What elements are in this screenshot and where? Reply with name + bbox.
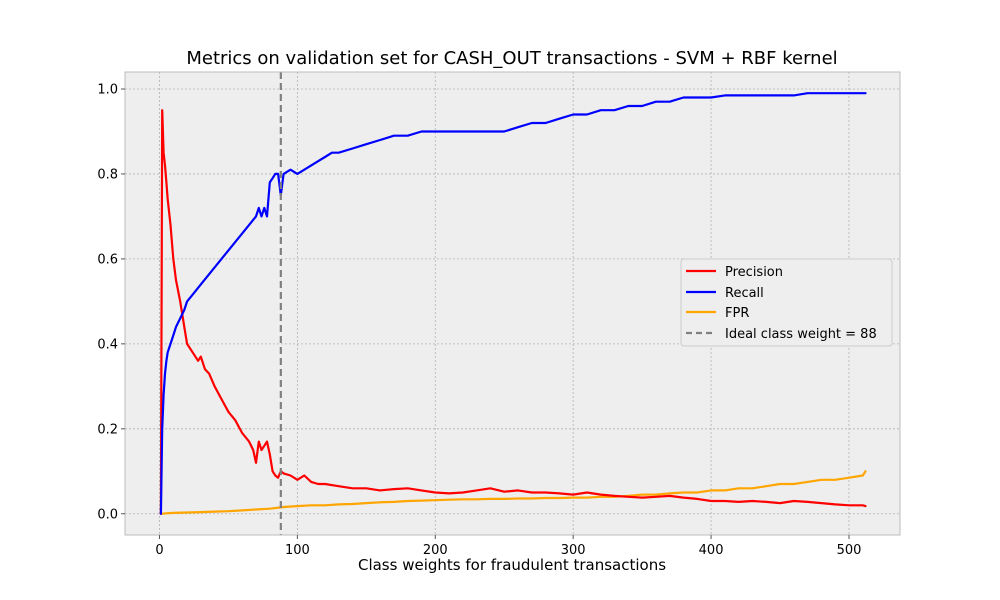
x-axis-ticks: 0 100 200 300 400 500 (155, 535, 861, 558)
legend-box (680, 258, 893, 347)
y-tick-label: 0.4 (97, 337, 118, 352)
series-fpr-line (159, 470, 867, 515)
chart-title: Metrics on validation set for CASH_OUT t… (186, 48, 837, 69)
x-axis-label: Class weights for fraudulent transaction… (358, 556, 666, 574)
x-tick-label: 100 (285, 543, 310, 558)
legend-label-fpr: FPR (725, 306, 749, 321)
y-tick-label: 0.6 (97, 252, 118, 267)
x-tick-label: 300 (561, 543, 586, 558)
x-tick-label: 200 (423, 543, 448, 558)
y-axis-ticks: 0.0 0.2 0.4 0.6 0.8 1.0 (97, 82, 125, 522)
y-tick-label: 0.0 (97, 507, 118, 522)
series-layer (159, 92, 867, 515)
y-tick-label: 0.2 (97, 422, 118, 437)
series-recall-line (159, 92, 867, 515)
series-precision-line (159, 109, 867, 515)
legend-label-precision: Precision (725, 265, 783, 280)
y-tick-label: 0.8 (97, 167, 118, 182)
x-tick-label: 0 (155, 543, 163, 558)
legend-label-recall: Recall (725, 286, 764, 301)
x-tick-label: 400 (699, 543, 724, 558)
y-tick-label: 1.0 (97, 82, 118, 97)
plot-frame (124, 71, 901, 536)
legend-label-ideal-weight: Ideal class weight = 88 (725, 327, 877, 342)
legend: Precision Recall FPR Ideal class weight … (680, 258, 893, 347)
x-tick-label: 500 (837, 543, 862, 558)
